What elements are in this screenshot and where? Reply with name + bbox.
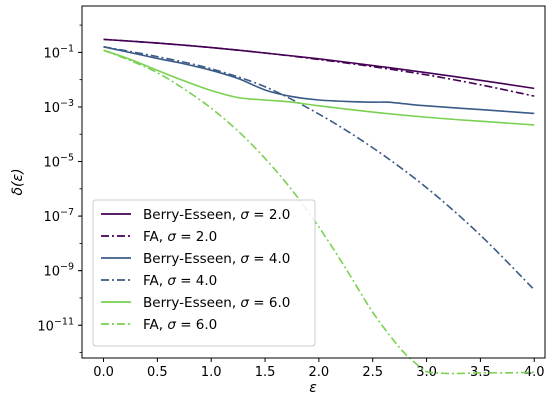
legend-label-value: = 6.0	[176, 317, 217, 333]
legend: Berry-Esseen, σ = 2.0FA, σ = 2.0Berry-Es…	[92, 199, 316, 347]
legend-label-symbol: σ	[240, 295, 249, 311]
y-tick-exponent: −1	[60, 43, 74, 54]
legend-label-symbol: σ	[167, 317, 176, 333]
x-axis-label: ε	[309, 380, 317, 396]
legend-label-6: FA, σ = 6.0	[143, 317, 217, 333]
series-line-4	[103, 46, 535, 291]
y-tick-base: 10	[43, 46, 60, 61]
x-tick-label: 1.5	[255, 365, 276, 380]
legend-label-text: FA,	[143, 317, 167, 333]
legend-box	[92, 199, 316, 347]
series-line-5	[103, 49, 535, 126]
y-tick-base: 10	[43, 265, 60, 280]
legend-label-2: FA, σ = 2.0	[143, 229, 217, 245]
legend-label-text: Berry-Esseen,	[143, 207, 240, 223]
y-tick-label: 10−5	[43, 153, 74, 171]
x-tick-label: 4.0	[524, 365, 545, 380]
y-tick-base: 10	[43, 101, 60, 116]
x-tick-label: 3.0	[416, 365, 437, 380]
legend-label-value: = 2.0	[249, 207, 290, 223]
x-tick-label: 2.0	[309, 365, 330, 380]
x-axis-ticks: 0.0 0.5 1.0 1.5 2.0 2.5 3.0 3.5 4.0	[93, 358, 545, 380]
series-line-6	[103, 49, 535, 375]
legend-label-symbol: σ	[167, 229, 176, 245]
series-line-2	[103, 38, 535, 97]
y-tick-base: 10	[37, 319, 54, 334]
legend-label-3: Berry-Esseen, σ = 4.0	[143, 251, 290, 267]
plot-frame	[81, 5, 546, 359]
legend-label-value: = 2.0	[176, 229, 217, 245]
legend-label-4: FA, σ = 4.0	[143, 273, 217, 289]
legend-label-text: FA,	[143, 229, 167, 245]
x-tick-label: 1.0	[201, 365, 222, 380]
x-tick-label: 0.5	[147, 365, 168, 380]
legend-label-value: = 4.0	[249, 251, 290, 267]
x-tick-label: 0.0	[93, 365, 114, 380]
legend-label-text: FA,	[143, 273, 167, 289]
series-line-3	[103, 46, 535, 115]
y-tick-label: 10−3	[43, 98, 74, 116]
y-tick-exponent: −7	[60, 207, 74, 218]
legend-label-1: Berry-Esseen, σ = 2.0	[143, 207, 290, 223]
legend-label-text: Berry-Esseen,	[143, 295, 240, 311]
y-tick-label: 10−7	[43, 207, 74, 225]
legend-label-symbol: σ	[240, 207, 249, 223]
y-tick-exponent: −11	[54, 316, 74, 327]
y-tick-label: 10−11	[37, 316, 74, 334]
x-tick-label: 2.5	[362, 365, 383, 380]
y-tick-label: 10−9	[43, 262, 74, 280]
y-tick-exponent: −5	[60, 153, 74, 164]
legend-label-text: Berry-Esseen,	[143, 251, 240, 267]
legend-label-value: = 6.0	[249, 295, 290, 311]
legend-label-symbol: σ	[167, 273, 176, 289]
y-tick-label: 10−1	[43, 43, 74, 61]
y-tick-base: 10	[43, 210, 60, 225]
legend-label-value: = 4.0	[176, 273, 217, 289]
y-tick-base: 10	[43, 156, 60, 171]
legend-label-5: Berry-Esseen, σ = 6.0	[143, 295, 290, 311]
y-axis-label: δ(ε)	[10, 168, 26, 195]
series-layer	[103, 38, 535, 375]
legend-label-symbol: σ	[240, 251, 249, 267]
y-tick-exponent: −9	[60, 262, 74, 273]
y-tick-exponent: −3	[60, 98, 74, 109]
